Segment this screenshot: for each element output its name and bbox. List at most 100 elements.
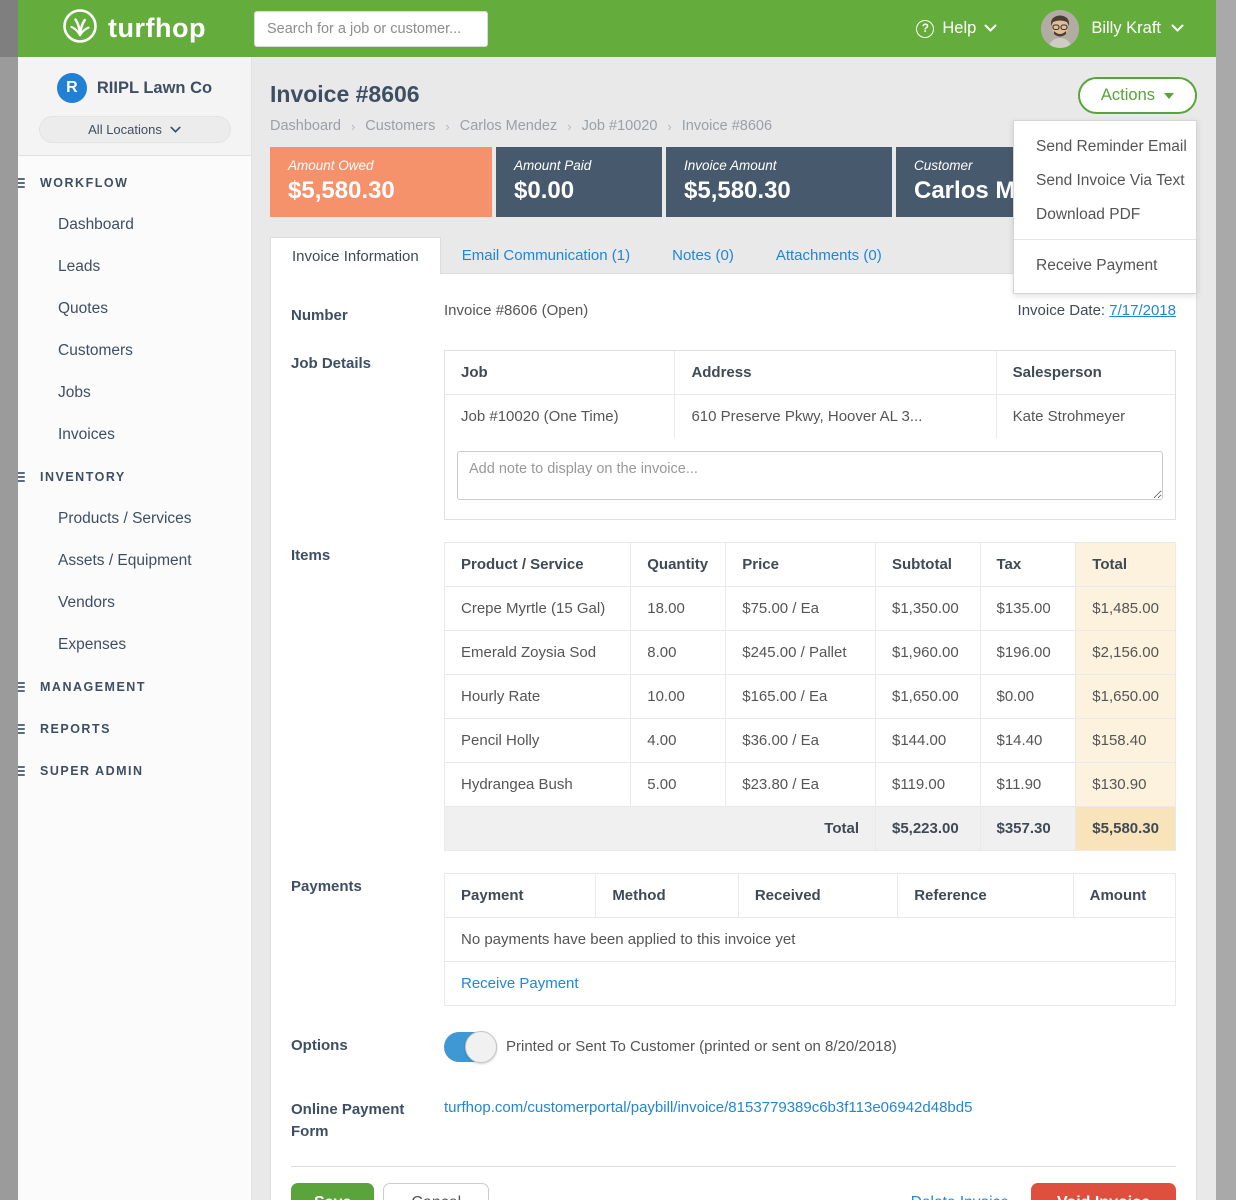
item-row: Crepe Myrtle (15 Gal) 18.00 $75.00 / Ea … xyxy=(443,585,1176,631)
user-menu[interactable]: Billy Kraft xyxy=(1091,19,1184,38)
job-details-box: Job Address Salesperson Job #10020 (One … xyxy=(444,349,1176,520)
chevron-right-icon: › xyxy=(667,118,672,134)
grass-logo-icon xyxy=(62,8,98,49)
sidebar-section-management[interactable]: MANAGEMENT xyxy=(10,666,251,708)
footer-divider xyxy=(291,1165,1176,1167)
grand-total: $5,580.30 xyxy=(1075,805,1176,851)
menu-item-send-reminder-email[interactable]: Send Reminder Email xyxy=(1036,138,1187,155)
payments-empty-message: No payments have been applied to this in… xyxy=(444,916,1176,962)
stat-invoice-amount: Invoice Amount $5,580.30 xyxy=(666,147,892,217)
item-row: Emerald Zoysia Sod 8.00 $245.00 / Pallet… xyxy=(443,629,1176,675)
salesperson-col-header: Salesperson xyxy=(995,350,1176,395)
payments-table: Payment Method Received Reference Amount… xyxy=(443,872,1177,1006)
sidebar-item-products-services[interactable]: Products / Services xyxy=(58,510,192,527)
actions-button[interactable]: Actions xyxy=(1077,77,1197,114)
receive-payment-link[interactable]: Receive Payment xyxy=(461,974,579,992)
menu-item-send-invoice-via-text[interactable]: Send Invoice Via Text xyxy=(1036,172,1185,189)
help-label: Help xyxy=(942,19,977,37)
invoice-number-value: Invoice #8606 (Open) xyxy=(444,302,589,319)
sidebar-item-quotes[interactable]: Quotes xyxy=(58,300,108,317)
breadcrumb: Dashboard › Customers › Carlos Mendez › … xyxy=(270,118,1197,134)
page-scrollbar[interactable] xyxy=(1216,0,1236,1200)
tab-email-communication[interactable]: Email Communication (1) xyxy=(461,246,631,264)
menu-divider xyxy=(1014,239,1196,240)
user-name: Billy Kraft xyxy=(1091,19,1161,37)
job-cell: Job #10020 (One Time) xyxy=(444,393,676,438)
toggle-knob xyxy=(465,1030,497,1063)
items-table: Product / Service Quantity Price Subtota… xyxy=(443,541,1176,851)
sidebar-item-leads[interactable]: Leads xyxy=(58,258,101,275)
top-header-bar: turfhop ? Help Billy Kraft xyxy=(18,0,1216,57)
sidebar-section-super-admin[interactable]: SUPER ADMIN xyxy=(10,750,251,792)
address-col-header: Address xyxy=(674,350,997,395)
delete-invoice-link[interactable]: Delete Invoice xyxy=(911,1194,1009,1200)
chevron-right-icon: › xyxy=(567,118,572,134)
job-col-header: Job xyxy=(444,350,676,395)
items-label: Items xyxy=(291,546,331,564)
sidebar-item-invoices[interactable]: Invoices xyxy=(58,426,115,443)
items-total-row: Total $5,223.00 $357.30 $5,580.30 xyxy=(444,805,1176,851)
actions-dropdown-menu: Send Reminder Email Send Invoice Via Tex… xyxy=(1013,120,1197,294)
location-selector-label: All Locations xyxy=(88,122,162,137)
breadcrumb-dashboard[interactable]: Dashboard xyxy=(270,118,341,134)
void-invoice-button[interactable]: Void Invoice xyxy=(1030,1182,1176,1200)
total-subtotal: $5,223.00 xyxy=(874,805,981,851)
chevron-right-icon: › xyxy=(350,118,356,134)
tab-invoice-information[interactable]: Invoice Information xyxy=(270,237,441,274)
page-title: Invoice #8606 xyxy=(270,81,420,107)
item-row: Pencil Holly 4.00 $36.00 / Ea $144.00 $1… xyxy=(443,717,1176,763)
tab-notes[interactable]: Notes (0) xyxy=(672,246,734,264)
cancel-button[interactable]: Cancel xyxy=(383,1182,490,1200)
chevron-down-icon xyxy=(984,24,997,32)
sidebar-item-customers[interactable]: Customers xyxy=(58,342,133,359)
location-selector[interactable]: All Locations xyxy=(38,116,231,143)
sidebar-item-vendors[interactable]: Vendors xyxy=(58,594,115,611)
menu-item-receive-payment[interactable]: Receive Payment xyxy=(1036,257,1158,274)
sidebar-section-workflow[interactable]: WORKFLOW xyxy=(10,162,251,204)
printed-or-sent-toggle[interactable] xyxy=(444,1030,497,1063)
invoice-date: Invoice Date: 7/17/2018 xyxy=(1017,302,1176,319)
sidebar-item-jobs[interactable]: Jobs xyxy=(58,384,91,401)
menu-item-download-pdf[interactable]: Download PDF xyxy=(1036,206,1141,223)
breadcrumb-customer-name[interactable]: Carlos Mendez xyxy=(459,118,558,134)
main-content: Invoice #8606 Actions Dashboard › Custom… xyxy=(252,57,1216,1200)
options-label: Options xyxy=(291,1036,348,1054)
breadcrumb-job[interactable]: Job #10020 xyxy=(581,118,658,134)
help-menu[interactable]: ? Help xyxy=(916,19,997,38)
chevron-right-icon: › xyxy=(445,118,450,134)
caret-down-icon xyxy=(1164,92,1174,99)
breadcrumb-invoice: Invoice #8606 xyxy=(681,118,773,134)
job-details-row: Job #10020 (One Time) 610 Preserve Pkwy,… xyxy=(444,393,1176,438)
sidebar-section-reports[interactable]: REPORTS xyxy=(10,708,251,750)
sidebar-section-inventory[interactable]: INVENTORY xyxy=(10,456,251,498)
item-row: Hourly Rate 10.00 $165.00 / Ea $1,650.00… xyxy=(443,673,1176,719)
invoice-note-textarea[interactable] xyxy=(457,450,1163,500)
online-payment-form-label: Online Payment Form xyxy=(291,1100,405,1141)
window-edge-left xyxy=(0,0,18,1200)
brand-logo[interactable]: turfhop xyxy=(62,8,206,49)
invoice-date-link[interactable]: 7/17/2018 xyxy=(1109,302,1176,319)
online-payment-form-link[interactable]: turfhop.com/customerportal/paybill/invoi… xyxy=(444,1098,973,1116)
chevron-down-icon xyxy=(1171,24,1184,32)
tab-attachments[interactable]: Attachments (0) xyxy=(775,246,882,264)
sidebar-item-dashboard[interactable]: Dashboard xyxy=(58,216,134,233)
sidebar-item-expenses[interactable]: Expenses xyxy=(58,636,127,653)
footer-actions: Save Cancel Delete Invoice Void Invoice xyxy=(291,1182,1176,1200)
save-button[interactable]: Save xyxy=(291,1182,375,1200)
breadcrumb-customers[interactable]: Customers xyxy=(365,118,436,134)
brand-name: turfhop xyxy=(108,13,206,43)
address-cell: 610 Preserve Pkwy, Hoover AL 3... xyxy=(674,393,997,438)
sidebar-item-assets-equipment[interactable]: Assets / Equipment xyxy=(58,552,192,569)
stat-amount-paid: Amount Paid $0.00 xyxy=(496,147,662,217)
company-block: R RIIPL Lawn Co All Locations xyxy=(18,57,251,155)
company-logo-icon: R xyxy=(56,73,87,103)
job-details-label: Job Details xyxy=(291,354,372,372)
payments-label: Payments xyxy=(291,877,362,895)
number-label: Number xyxy=(291,307,348,324)
global-search-input[interactable] xyxy=(253,10,488,47)
sidebar-nav: WORKFLOW Dashboard Leads Quotes Customer… xyxy=(10,155,251,792)
payments-action-row: Receive Payment xyxy=(444,960,1176,1006)
printed-or-sent-text: Printed or Sent To Customer (printed or … xyxy=(506,1038,897,1055)
sidebar: R RIIPL Lawn Co All Locations WORKFLOW D… xyxy=(10,57,252,1200)
user-avatar[interactable] xyxy=(1041,9,1080,48)
